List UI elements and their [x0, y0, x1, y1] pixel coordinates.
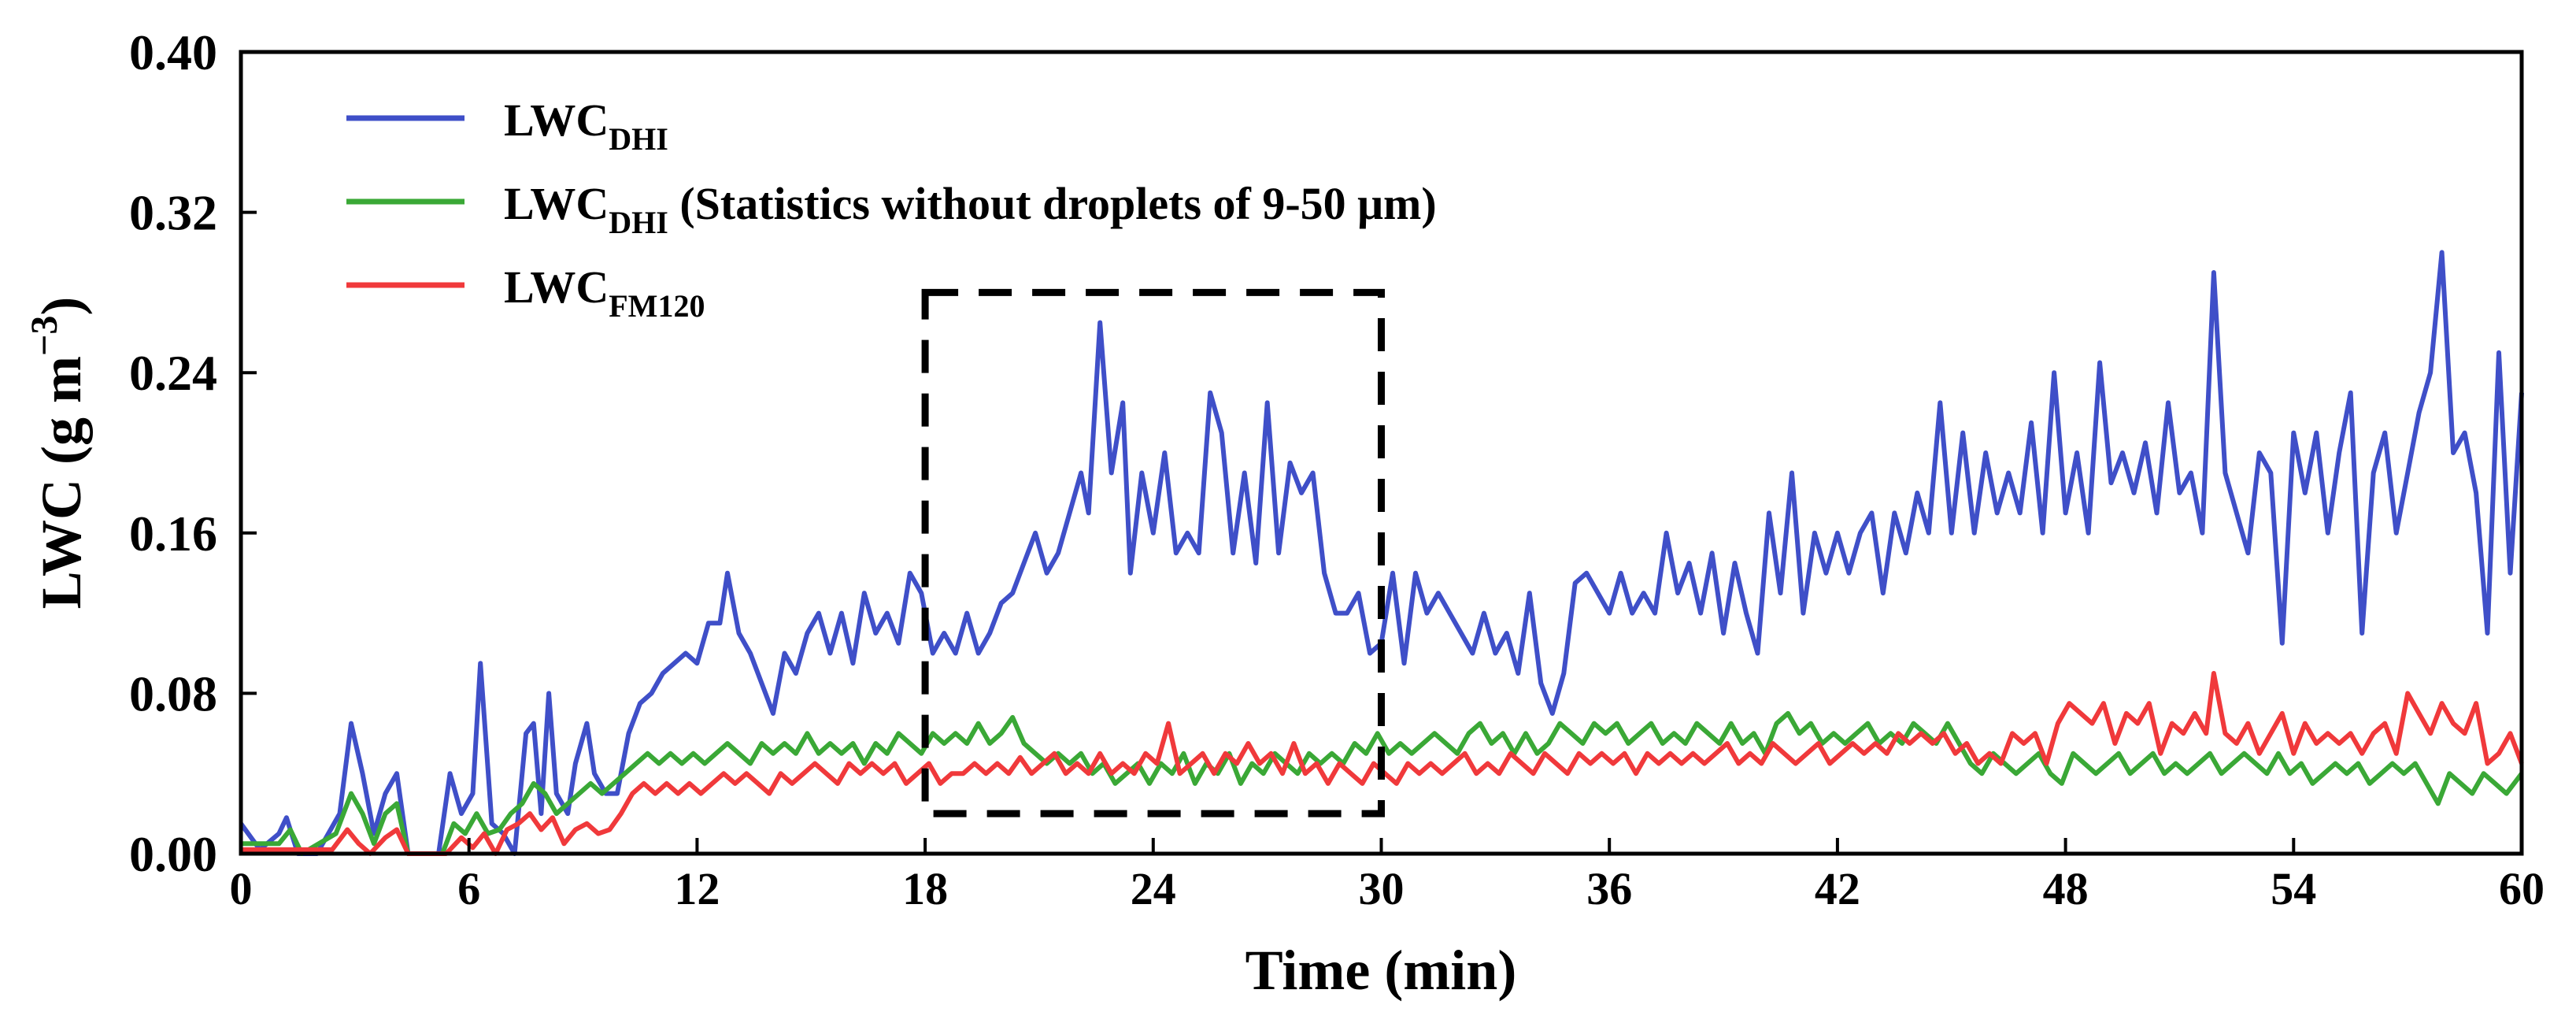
- legend-label-suffix: (Statistics without droplets of 9-50 μm): [668, 178, 1437, 229]
- x-tick-label-42: 42: [1815, 863, 1860, 914]
- legend-label-subscript: DHI: [609, 205, 668, 240]
- y-tick-label-0.16: 0.16: [129, 506, 217, 562]
- y-tick-label-0.24: 0.24: [129, 345, 217, 401]
- x-tick-label-0: 0: [230, 863, 253, 914]
- highlight-box-layer: [921, 288, 1385, 817]
- y-axis-label-close: ): [30, 297, 93, 316]
- series-line-2: [241, 710, 2524, 856]
- legend-label-main: LWC: [504, 178, 609, 229]
- legend-label-subscript: FM120: [609, 288, 705, 324]
- y-tick-label-0.32: 0.32: [129, 185, 217, 241]
- x-tick-label-12: 12: [674, 863, 720, 914]
- y-tick-label-0.00: 0.00: [129, 826, 217, 882]
- legend-label-2: LWCDHI (Statistics without droplets of 9…: [504, 178, 1437, 240]
- highlight-box: [921, 288, 1385, 817]
- y-tick-label-0.08: 0.08: [129, 665, 217, 721]
- legend-label-main: LWC: [504, 261, 609, 313]
- tick-layer: 0 6 12 18 24 30 36 42 48 54 60 0.00 0.08 0.16 0.24 0.32…: [129, 24, 2545, 914]
- y-axis-label-superscript: −3: [24, 316, 65, 356]
- x-tick-label-30: 30: [1359, 863, 1405, 914]
- x-tick-label-18: 18: [902, 863, 948, 914]
- legend-label-main: LWC: [504, 95, 609, 146]
- y-axis-label-base: LWC (g m: [30, 356, 93, 609]
- y-axis-label: LWC (g m−3): [24, 297, 93, 610]
- x-tick-label-60: 60: [2499, 863, 2545, 914]
- x-tick-label-54: 54: [2271, 863, 2316, 914]
- y-tick-label-0.40: 0.40: [129, 24, 217, 80]
- series-line-3: [241, 671, 2524, 856]
- legend-label-1: LWCDHI: [504, 95, 668, 157]
- legend-label-subscript: DHI: [609, 121, 668, 157]
- x-axis-label: Time (min): [1245, 939, 1517, 1002]
- x-tick-label-36: 36: [1586, 863, 1632, 914]
- x-tick-label-48: 48: [2043, 863, 2089, 914]
- legend-label-3: LWCFM120: [504, 261, 705, 324]
- x-tick-label-6: 6: [457, 863, 480, 914]
- series-line-1: [239, 250, 2524, 856]
- x-tick-label-24: 24: [1131, 863, 1176, 914]
- series-layer: [239, 250, 2524, 856]
